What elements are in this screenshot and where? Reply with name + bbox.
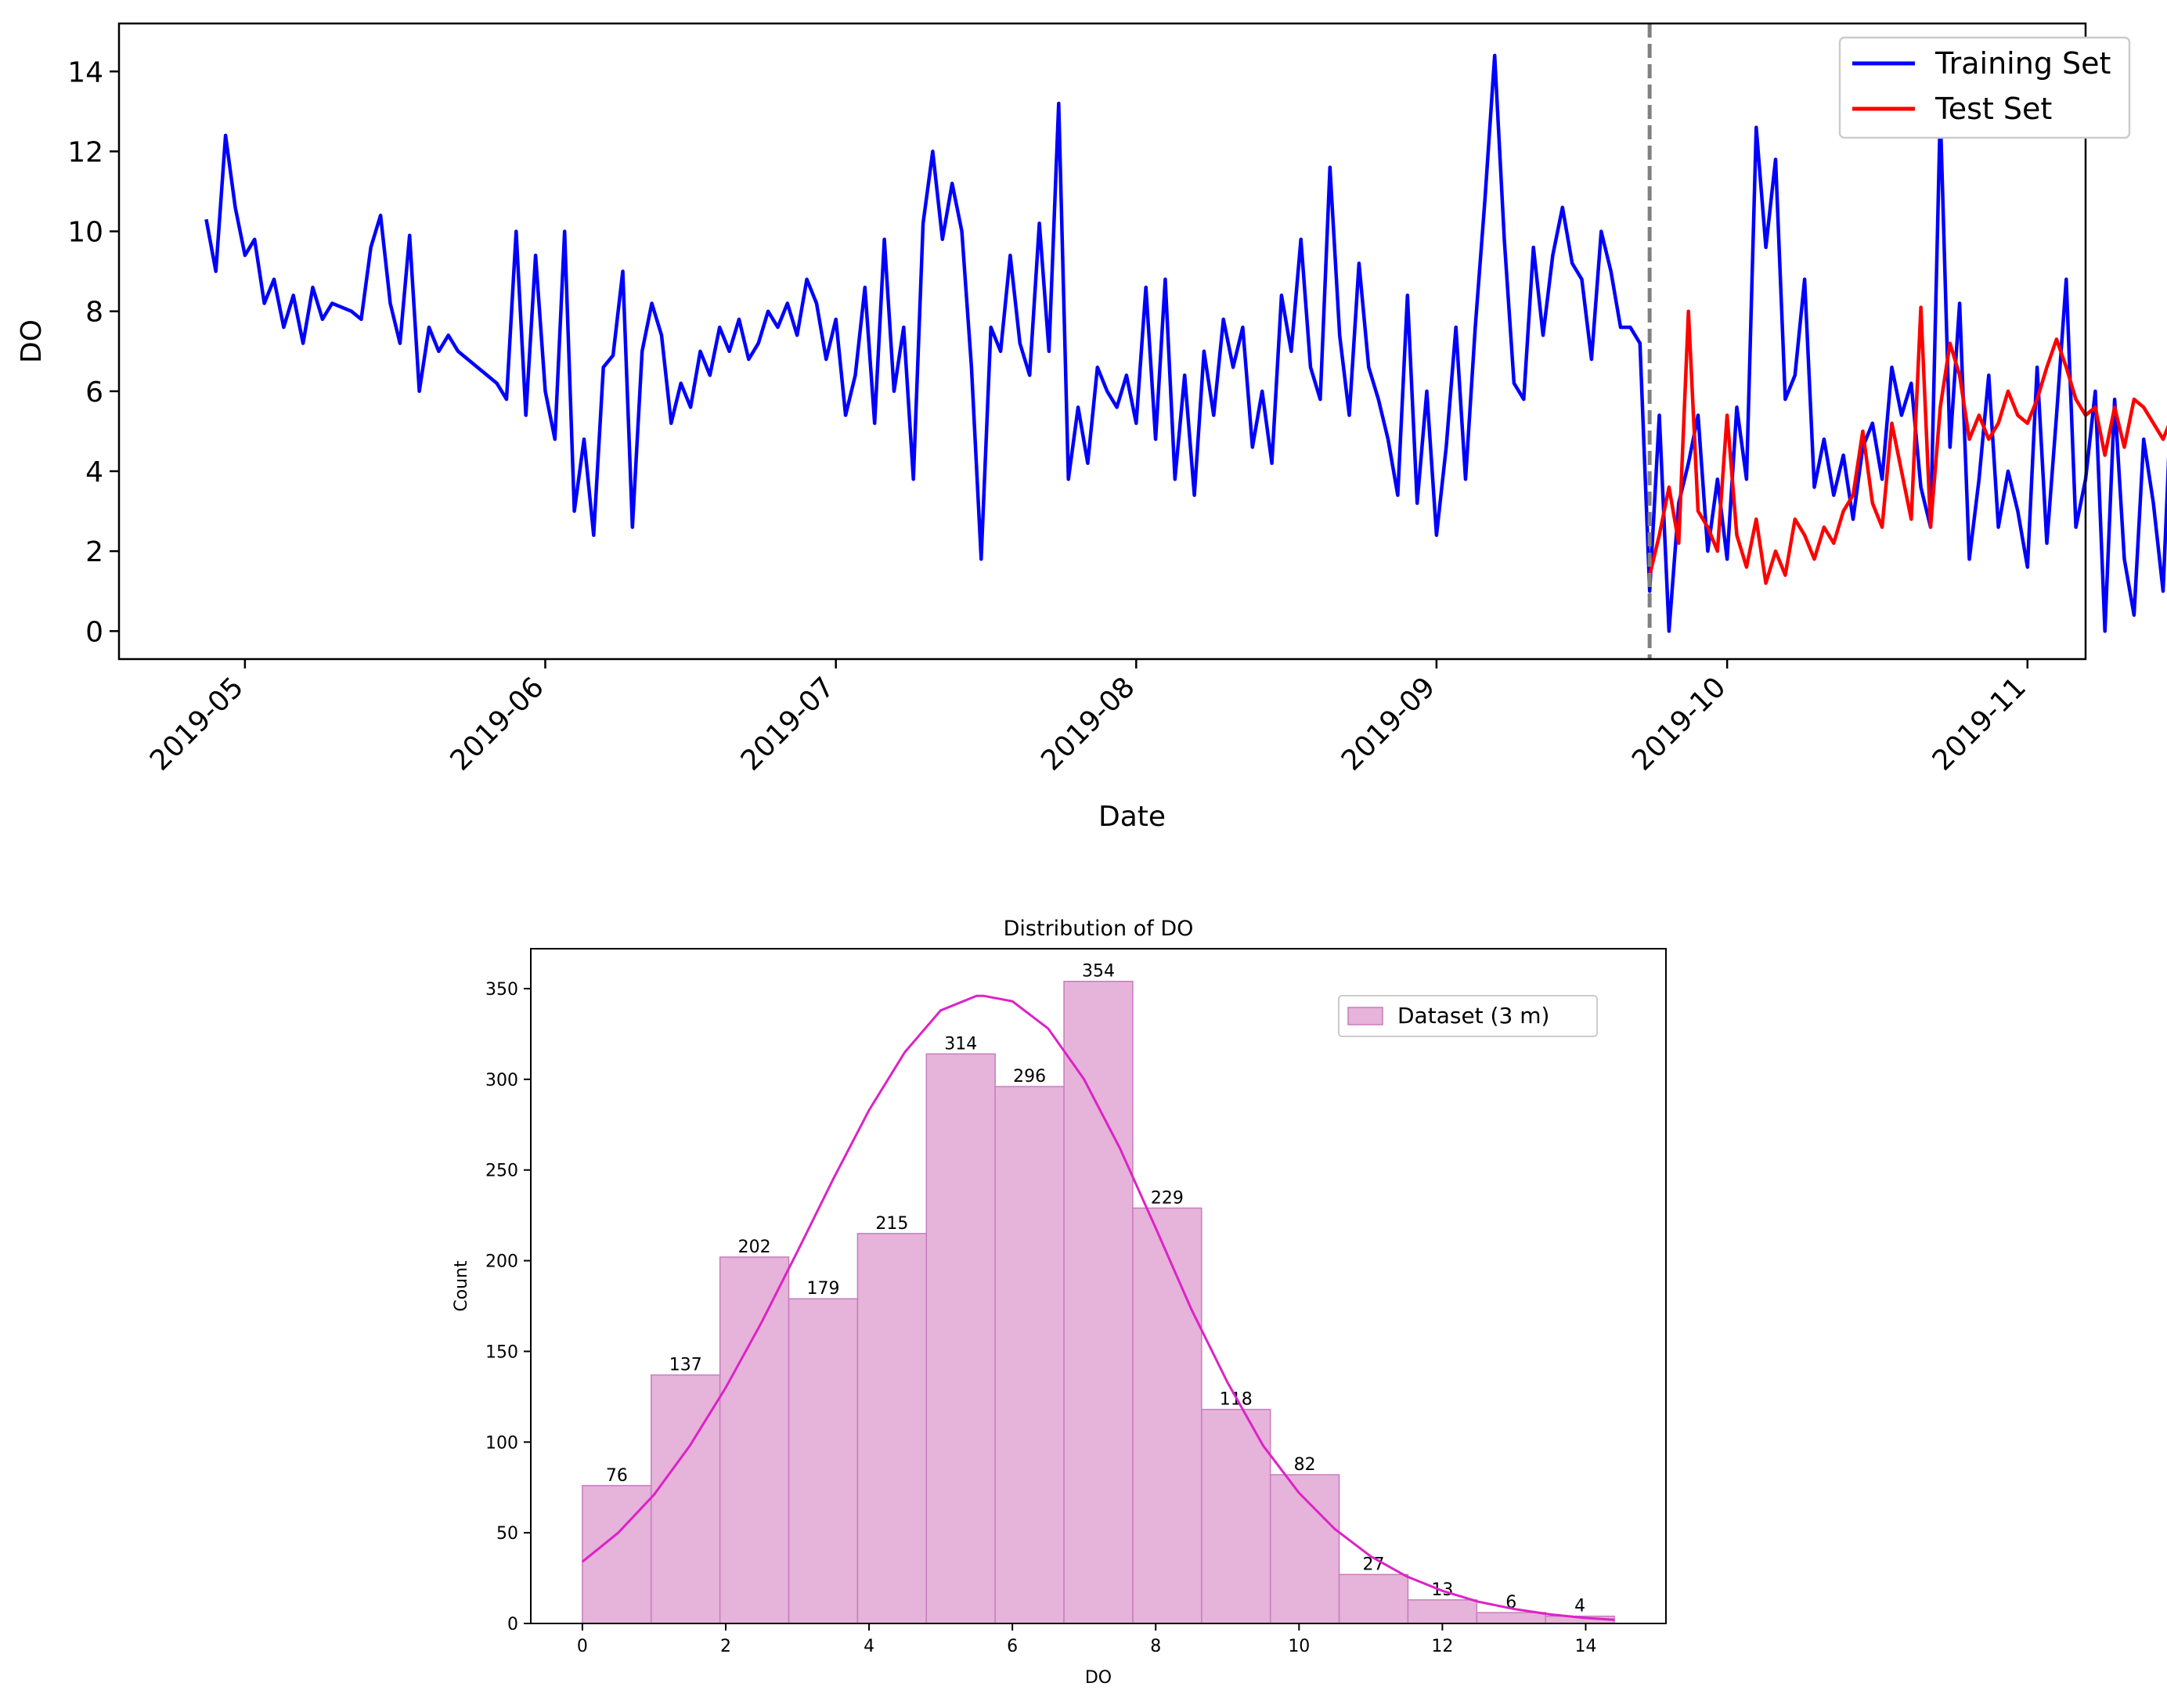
histogram-bar [1132, 1207, 1202, 1624]
timeseries-y-tick-label: 0 [85, 616, 103, 648]
kde-curve [581, 994, 1615, 1621]
timeseries-y-tick-label: 2 [85, 536, 103, 568]
histogram-bar [1201, 1408, 1271, 1624]
histogram-x-axis-label: DO [1085, 1668, 1112, 1688]
histogram-y-tick-label: 350 [485, 980, 518, 1000]
histogram-bar [719, 1256, 790, 1624]
histogram-bar-label: 137 [669, 1356, 702, 1375]
histogram-y-tick-label: 200 [485, 1252, 518, 1272]
histogram-y-tick-label: 0 [507, 1615, 518, 1634]
histogram-bars [582, 980, 1615, 1624]
timeseries-y-tick-label: 10 [67, 217, 103, 249]
histogram-x-ticks: 0 2 4 6 8 10 12 14 [577, 1623, 1596, 1656]
legend-dataset-label: Dataset (3 m) [1397, 1003, 1549, 1029]
histogram-axes-frame [530, 948, 1667, 1624]
timeseries-legend: Training Set Test Set [1838, 36, 2131, 139]
histogram-y-tick-label: 150 [485, 1342, 518, 1362]
histogram-bar-label: 314 [944, 1034, 977, 1054]
histogram-bar-label: 229 [1151, 1188, 1184, 1208]
histogram-title: Distribution of DO [1004, 917, 1194, 941]
histogram-bar [925, 1053, 996, 1624]
histogram-x-tick-label: 4 [864, 1637, 874, 1656]
histogram-x-tick-label: 6 [1007, 1637, 1018, 1656]
histogram-legend-box [1338, 995, 1598, 1037]
histogram-y-axis-label: Count [452, 1260, 471, 1312]
histogram-bar [994, 1086, 1065, 1624]
histogram-y-tick-label: 100 [485, 1433, 518, 1453]
histogram-y-tick-label: 50 [496, 1524, 518, 1544]
timeseries-y-ticks: 0 2 4 6 8 10 12 14 [67, 56, 119, 648]
timeseries-x-axis-label: Date [1098, 801, 1166, 833]
legend-training-label: Training Set [1934, 46, 2111, 81]
histogram-x-tick-label: 2 [720, 1637, 731, 1656]
histogram-x-tick-label: 0 [577, 1637, 588, 1656]
histogram-bar-label: 76 [606, 1466, 628, 1486]
histogram-bar [1063, 980, 1134, 1624]
histogram-bar [856, 1233, 928, 1624]
histogram-y-tick-label: 300 [485, 1071, 518, 1090]
histogram-x-tick-label: 10 [1288, 1637, 1310, 1656]
histogram-y-tick-label: 250 [485, 1162, 518, 1181]
timeseries-y-tick-label: 14 [67, 56, 103, 88]
test-set-line [1648, 305, 2167, 586]
histogram-chart: Distribution of DO 050100150200250300350… [452, 917, 1667, 1688]
timeseries-y-tick-label: 6 [85, 377, 103, 409]
timeseries-y-tick-label: 4 [85, 456, 103, 488]
legend-test-label: Test Set [1934, 92, 2052, 126]
histogram-bar [1407, 1599, 1478, 1624]
histogram-bar-label: 82 [1294, 1455, 1316, 1475]
timeseries-series [204, 53, 2167, 633]
timeseries-y-tick-label: 8 [85, 297, 103, 329]
training-set-line [204, 53, 2167, 633]
histogram-y-ticks: 0 50 100 150 200 250 300 350 [485, 980, 531, 1634]
histogram-x-tick-label: 8 [1150, 1637, 1161, 1656]
timeseries-axes-frame [117, 22, 2087, 661]
histogram-legend: Dataset (3 m) [1338, 995, 1598, 1037]
histogram-bar-label: 296 [1013, 1067, 1046, 1086]
histogram-bar [1476, 1612, 1546, 1624]
histogram-x-tick-label: 14 [1574, 1637, 1596, 1656]
histogram-bar-label: 202 [738, 1238, 771, 1257]
histogram-bar-label: 215 [875, 1214, 908, 1234]
histogram-x-tick-label: 12 [1431, 1637, 1453, 1656]
timeseries-y-axis-label: DO [16, 319, 48, 363]
histogram-bar [788, 1298, 859, 1624]
histogram-bar-label: 4 [1574, 1597, 1585, 1616]
histogram-bar-label: 354 [1082, 962, 1115, 982]
histogram-bar [1338, 1573, 1409, 1624]
histogram-bar-label: 179 [806, 1279, 839, 1299]
timeseries-y-tick-label: 12 [67, 136, 103, 168]
legend-dataset-swatch [1347, 1007, 1383, 1025]
